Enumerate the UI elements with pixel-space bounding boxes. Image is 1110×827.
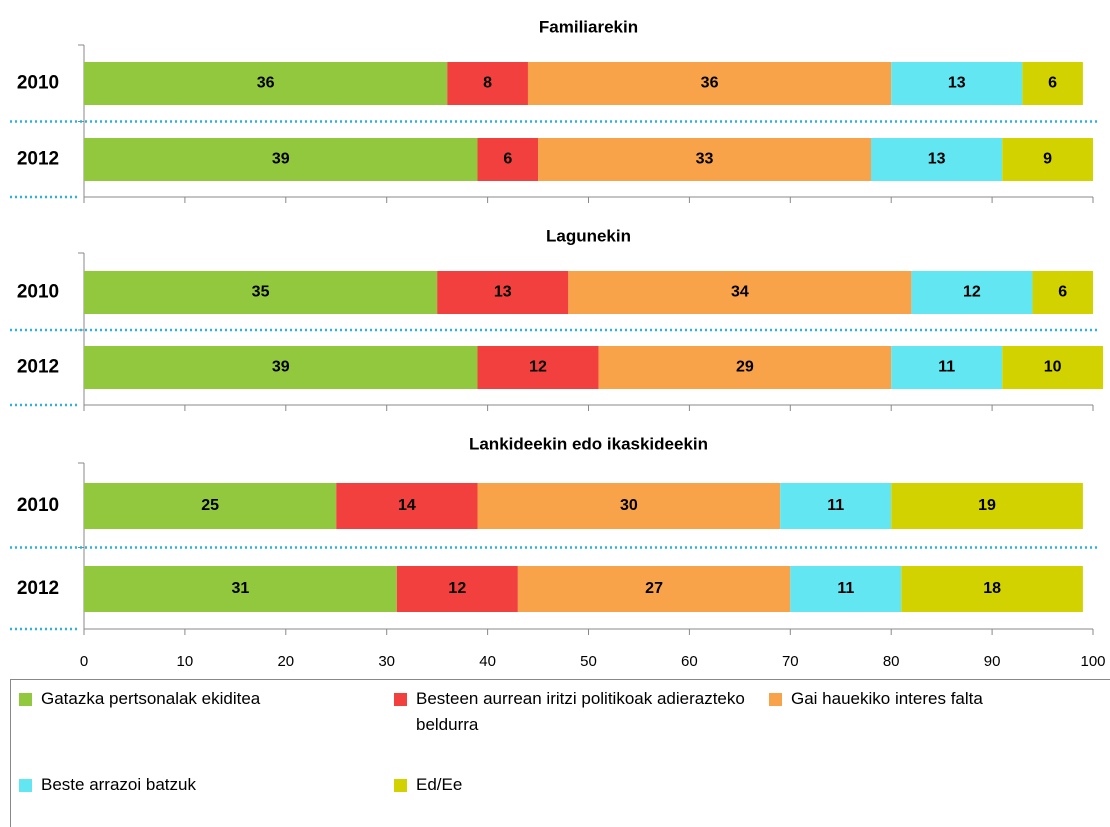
data-label: 6 (1048, 75, 1057, 92)
data-label: 11 (837, 580, 854, 597)
data-label: 39 (272, 151, 290, 168)
bar-segment (598, 346, 892, 389)
bar-segment (477, 138, 539, 181)
bar-segment (891, 483, 1083, 529)
data-label: 14 (398, 497, 416, 514)
category-label: 2010 (17, 282, 59, 303)
data-label: 10 (1044, 359, 1062, 376)
bar-segment (477, 483, 781, 529)
legend-label: Gatazka pertsonalak ekiditea (41, 689, 261, 708)
category-label: 2010 (17, 73, 59, 94)
data-label: 13 (494, 284, 512, 301)
bar-segment (538, 138, 872, 181)
data-label: 18 (983, 580, 1001, 597)
legend-label: Beste arrazoi batzuk (41, 775, 196, 794)
bar-segment (336, 483, 478, 529)
data-label: 33 (696, 151, 714, 168)
bar-segment (437, 271, 569, 314)
bar-segment (1022, 62, 1083, 105)
x-tick-label: 90 (984, 653, 1001, 670)
data-label: 11 (938, 359, 955, 376)
legend-item: Gatazka pertsonalak ekiditea (19, 686, 381, 712)
data-label: 9 (1043, 151, 1052, 168)
bar-segment (568, 271, 912, 314)
legend-swatch (19, 693, 32, 706)
data-label: 6 (503, 151, 512, 168)
bar-segment (911, 271, 1033, 314)
bar-segment (871, 138, 1003, 181)
x-tick-label: 80 (883, 653, 900, 670)
x-tick-label: 60 (681, 653, 698, 670)
bar-segment (84, 346, 478, 389)
x-tick-label: 20 (277, 653, 294, 670)
data-label: 36 (701, 75, 719, 92)
panel-title: Familiarekin (539, 17, 638, 36)
data-label: 11 (827, 497, 844, 514)
legend-swatch (19, 779, 32, 792)
bar-segment (84, 62, 448, 105)
data-label: 8 (483, 75, 492, 92)
bar-segment (517, 566, 791, 612)
bar-segment (447, 62, 528, 105)
x-tick-label: 100 (1080, 653, 1105, 670)
panel-title: Lankideekin edo ikaskideekin (469, 434, 708, 453)
legend-item: Beste arrazoi batzuk (19, 772, 381, 798)
legend-item: Besteen aurrean iritzi politikoak adiera… (394, 686, 756, 738)
category-label: 2010 (17, 495, 59, 516)
bar-segment (1002, 346, 1104, 389)
x-tick-label: 70 (782, 653, 799, 670)
legend-swatch (394, 693, 407, 706)
data-label: 27 (645, 580, 663, 597)
legend-item: Gai hauekiko interes falta (769, 686, 1110, 712)
x-tick-label: 10 (177, 653, 194, 670)
data-label: 13 (948, 75, 966, 92)
x-tick-label: 50 (580, 653, 597, 670)
category-label: 2012 (17, 149, 59, 170)
legend-swatch (769, 693, 782, 706)
data-label: 29 (736, 359, 754, 376)
bar-segment (84, 138, 478, 181)
category-label: 2012 (17, 578, 59, 599)
x-tick-label: 40 (479, 653, 496, 670)
data-label: 36 (257, 75, 275, 92)
data-label: 19 (978, 497, 996, 514)
data-label: 34 (731, 284, 749, 301)
legend-label: Gai hauekiko interes falta (791, 689, 983, 708)
data-label: 39 (272, 359, 290, 376)
data-label: 31 (231, 580, 249, 597)
panel-title: Lagunekin (546, 226, 631, 245)
data-label: 12 (529, 359, 547, 376)
data-label: 13 (928, 151, 946, 168)
bar-segment (891, 346, 1003, 389)
category-label: 2012 (17, 357, 59, 378)
data-label: 30 (620, 497, 638, 514)
x-tick-label: 0 (80, 653, 88, 670)
x-tick-label: 30 (378, 653, 395, 670)
bar-segment (84, 566, 397, 612)
bar-segment (790, 566, 902, 612)
bar-segment (1002, 138, 1093, 181)
bar-segment (84, 483, 337, 529)
legend: Gatazka pertsonalak ekiditea Besteen aurr… (10, 679, 1110, 827)
bar-segment (477, 346, 599, 389)
data-label: 35 (252, 284, 270, 301)
data-label: 25 (201, 497, 219, 514)
bar-segment (1032, 271, 1093, 314)
bar-segment (891, 62, 1023, 105)
legend-label: Ed/Ee (416, 775, 463, 794)
data-label: 12 (963, 284, 981, 301)
bar-segment (901, 566, 1083, 612)
bar-segment (780, 483, 892, 529)
legend-label: Besteen aurrean iritzi politikoak adiera… (416, 689, 745, 734)
bar-segment (84, 271, 438, 314)
legend-swatch (394, 779, 407, 792)
bar-segment (527, 62, 892, 105)
data-label: 6 (1058, 284, 1067, 301)
bar-segment (396, 566, 518, 612)
legend-item: Ed/Ee (394, 772, 756, 798)
data-label: 12 (448, 580, 466, 597)
